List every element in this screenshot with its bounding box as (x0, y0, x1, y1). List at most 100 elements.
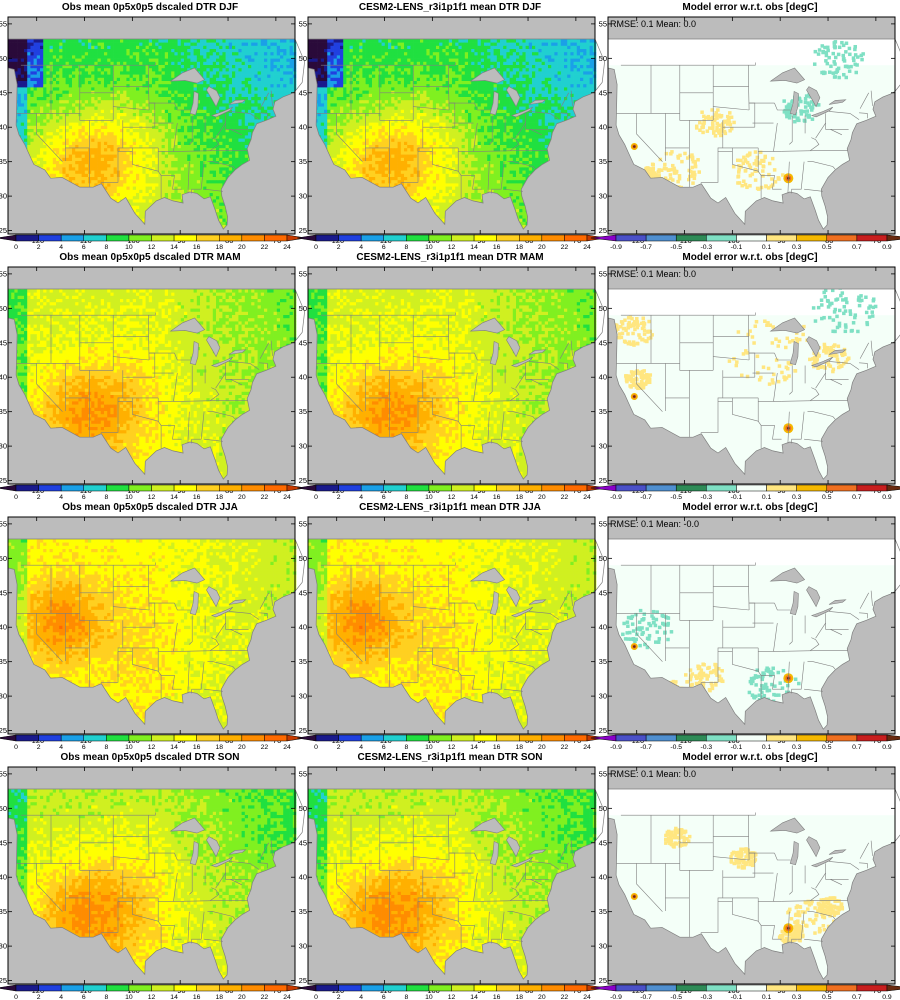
colorbar-tick-label: -0.7 (640, 494, 652, 501)
colorbar-swatch (241, 734, 265, 742)
colorbar-swatch (826, 234, 858, 242)
colorbar-swatch (645, 484, 677, 492)
colorbar-swatch (473, 234, 497, 242)
colorbar-tick-label: 0.5 (822, 744, 832, 751)
lat-tick-label: 35 (299, 907, 307, 916)
colorbar-swatch (83, 484, 107, 492)
colorbar-tick-label: 14 (470, 494, 478, 501)
colorbar-extend-high (886, 984, 900, 992)
colorbar-tick-label: 2 (37, 744, 41, 751)
error-panel-djf: Model error w.r.t. obs [degC]-120-110-10… (590, 0, 900, 251)
colorbar-swatch (383, 984, 407, 992)
colorbar-swatch (151, 734, 175, 742)
panel-title: Model error w.r.t. obs [degC] (600, 252, 900, 263)
map: -120-110-100-90-80-7025303540455055 (299, 16, 605, 245)
colorbar-tick-label: 6 (82, 994, 86, 1000)
colorbar-swatch (519, 984, 543, 992)
colorbar-tick-label: 24 (583, 744, 591, 751)
colorbar-extend-high (286, 734, 306, 742)
lat-tick-label: 35 (0, 407, 7, 416)
colorbar-swatch (451, 984, 475, 992)
lat-tick-label: 50 (299, 554, 307, 563)
colorbar-tick-label: -0.7 (640, 744, 652, 751)
colorbar-swatch (338, 734, 362, 742)
lat-tick-label: 40 (599, 873, 607, 882)
colorbar-tick-label: 4 (59, 494, 63, 501)
colorbar-tick-label: 0.9 (882, 744, 892, 751)
colorbar-tick-label: 4 (59, 744, 63, 751)
colorbar-tick-label: 8 (404, 744, 408, 751)
colorbar-tick-label: 8 (404, 494, 408, 501)
lat-tick-label: 55 (299, 19, 307, 28)
colorbar-swatch (826, 734, 858, 742)
lat-tick-label: 30 (599, 692, 607, 701)
colorbar-tick-label: 4 (359, 994, 363, 1000)
lat-tick-label: 30 (299, 192, 307, 201)
colorbar-swatch (706, 984, 737, 992)
colorbar-swatch (106, 484, 130, 492)
colorbar-swatch (473, 734, 497, 742)
colorbar-tick-label: 8 (404, 244, 408, 251)
lat-tick-label: 30 (0, 442, 7, 451)
colorbar-tick-label: 6 (82, 494, 86, 501)
colorbar-tick-label: 0 (14, 994, 18, 1000)
map: -120-110-100-90-80-7025303540455055 (0, 16, 305, 245)
colorbar-swatch (736, 234, 767, 242)
colorbar-tick-label: -0.9 (610, 744, 622, 751)
colorbar-tick-label: 22 (561, 994, 569, 1000)
colorbar-extend-high (286, 234, 306, 242)
colorbar-swatch (451, 484, 475, 492)
colorbar-swatch (856, 234, 888, 242)
lat-tick-label: 55 (0, 269, 7, 278)
lat-tick-label: 45 (299, 838, 307, 847)
lat-tick-label: 50 (599, 554, 607, 563)
colorbar-swatch (856, 734, 888, 742)
colorbar-tick-label: -0.5 (670, 994, 682, 1000)
colorbar-tick-label: 0 (314, 994, 318, 1000)
colorbar-swatch (219, 234, 243, 242)
colorbar-swatch (219, 734, 243, 742)
error-colorbar: -0.9 -0.7 -0.5 -0.3 -0.1 0.1 0.3 0.5 0.7 0.9 (590, 234, 900, 251)
lat-tick-label: 45 (0, 588, 7, 597)
colorbar-tick-label: 2 (37, 244, 41, 251)
colorbar-swatch (451, 734, 475, 742)
colorbar-tick-label: 20 (538, 994, 546, 1000)
error-stats: RMSE: 0.1 Mean: 0.0 (610, 769, 696, 779)
colorbar-swatch (360, 234, 385, 242)
colorbar-tick-label: 22 (261, 244, 269, 251)
lat-tick-label: 55 (0, 19, 7, 28)
colorbar-swatch (196, 234, 220, 242)
colorbar-swatch (406, 484, 430, 492)
colorbar-swatch (106, 734, 130, 742)
panel-title: Obs mean 0p5x0p5 dscaled DTR MAM (0, 252, 300, 263)
colorbar-tick-label: -0.7 (640, 244, 652, 251)
colorbar-swatch (151, 484, 175, 492)
colorbar-tick-label: 8 (104, 994, 108, 1000)
colorbar-tick-label: -0.9 (610, 244, 622, 251)
lat-tick-label: 50 (599, 304, 607, 313)
lat-tick-label: 55 (0, 769, 7, 778)
colorbar-tick-label: 20 (538, 244, 546, 251)
colorbar-tick-label: 0.7 (852, 494, 862, 501)
lat-tick-label: 35 (0, 157, 7, 166)
colorbar-swatch (564, 234, 588, 242)
error-colorbar: -0.9 -0.7 -0.5 -0.3 -0.1 0.1 0.3 0.5 0.7 0.9 (590, 484, 900, 501)
error-panel-son: Model error w.r.t. obs [degC]-120-110-10… (590, 750, 900, 1000)
lat-tick-label: 30 (0, 942, 7, 951)
obs-panel-djf: Obs mean 0p5x0p5 dscaled DTR DJF-120-110… (0, 0, 306, 251)
colorbar-tick-label: 10 (125, 494, 133, 501)
colorbar-tick-label: 0.7 (852, 244, 862, 251)
colorbar-tick-label: 10 (125, 244, 133, 251)
lat-tick-label: 40 (0, 623, 7, 632)
lat-tick-label: 55 (299, 269, 307, 278)
error-panel-jja: Model error w.r.t. obs [degC]-120-110-10… (590, 500, 900, 751)
panel-title: Obs mean 0p5x0p5 dscaled DTR SON (0, 752, 300, 763)
colorbar-tick-label: 12 (448, 744, 456, 751)
lat-tick-label: 35 (599, 407, 607, 416)
colorbar-swatch (360, 984, 385, 992)
panel-title: CESM2-LENS_r3i1p1f1 mean DTR DJF (300, 2, 600, 13)
obs-panel-son: Obs mean 0p5x0p5 dscaled DTR SON-120-110… (0, 750, 306, 1000)
lat-tick-label: 35 (299, 657, 307, 666)
colorbar-tick-label: 12 (448, 994, 456, 1000)
colorbar-tick-label: 20 (238, 744, 246, 751)
